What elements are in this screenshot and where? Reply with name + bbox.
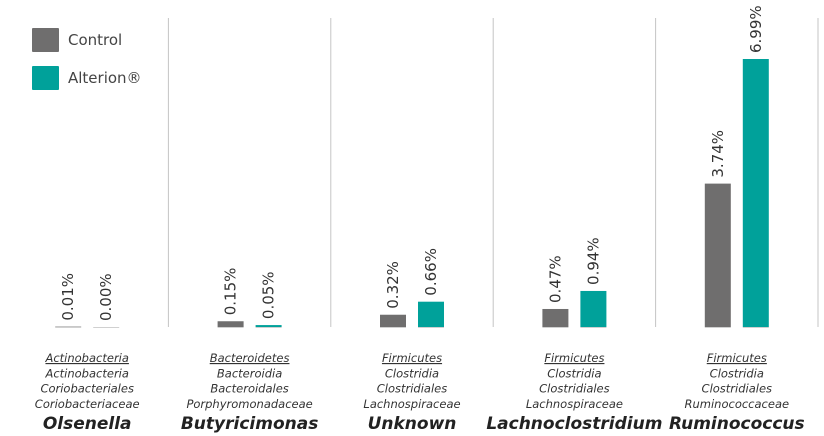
taxon: Clostridiales: [539, 382, 610, 396]
taxon: Actinobacteria: [44, 366, 128, 380]
value-label: 0.47%: [546, 255, 564, 303]
value-label: 0.00%: [97, 273, 115, 321]
bar: [542, 308, 569, 327]
taxon: Coriobacteriales: [40, 382, 134, 396]
legend-swatch: [32, 28, 59, 52]
taxon: Ruminococcaceae: [685, 397, 790, 411]
taxon: Clostridia: [710, 366, 764, 380]
taxon: Clostridiales: [377, 382, 448, 396]
phylum: Firmicutes: [707, 351, 767, 365]
bar: [418, 301, 444, 327]
phylum: Firmicutes: [544, 351, 604, 365]
phylum: Firmicutes: [382, 351, 442, 365]
value-label: 6.99%: [747, 5, 765, 53]
genus: Olsenella: [43, 414, 132, 434]
taxon: Clostridia: [385, 366, 439, 380]
legend-label: Control: [68, 31, 122, 49]
value-label: 0.01%: [59, 273, 77, 321]
value-label: 0.32%: [384, 261, 402, 309]
legend-label: Alterion®: [68, 69, 142, 87]
bar: [217, 321, 244, 327]
value-label: 0.15%: [222, 268, 240, 316]
legend-swatch: [32, 66, 59, 90]
phylum: Bacteroidetes: [210, 351, 290, 365]
genus: Unknown: [368, 414, 457, 434]
value-label: 0.05%: [260, 271, 278, 319]
bar: [380, 314, 406, 327]
value-label: 0.94%: [584, 237, 602, 285]
taxon: Porphyromonadaceae: [186, 397, 312, 411]
taxon: Bacteroidia: [217, 366, 282, 380]
taxon: Coriobacteriaceae: [35, 397, 140, 411]
taxon: Clostridia: [547, 366, 601, 380]
genus: Butyricimonas: [181, 414, 318, 434]
bar: [255, 325, 282, 327]
bar: [742, 59, 769, 327]
taxon: Clostridiales: [702, 382, 773, 396]
bar: [704, 183, 731, 327]
value-label: 0.66%: [422, 248, 440, 296]
taxon: Lachnospiraceae: [526, 397, 623, 411]
phylum: Actinobacteria: [44, 351, 128, 365]
genus: Ruminococcus: [669, 414, 805, 434]
taxon: Lachnospiraceae: [363, 397, 460, 411]
value-label: 3.74%: [709, 130, 727, 178]
taxon: Bacteroidales: [210, 382, 288, 396]
bar: [580, 290, 607, 327]
genus: Lachnoclostridium: [486, 414, 662, 434]
